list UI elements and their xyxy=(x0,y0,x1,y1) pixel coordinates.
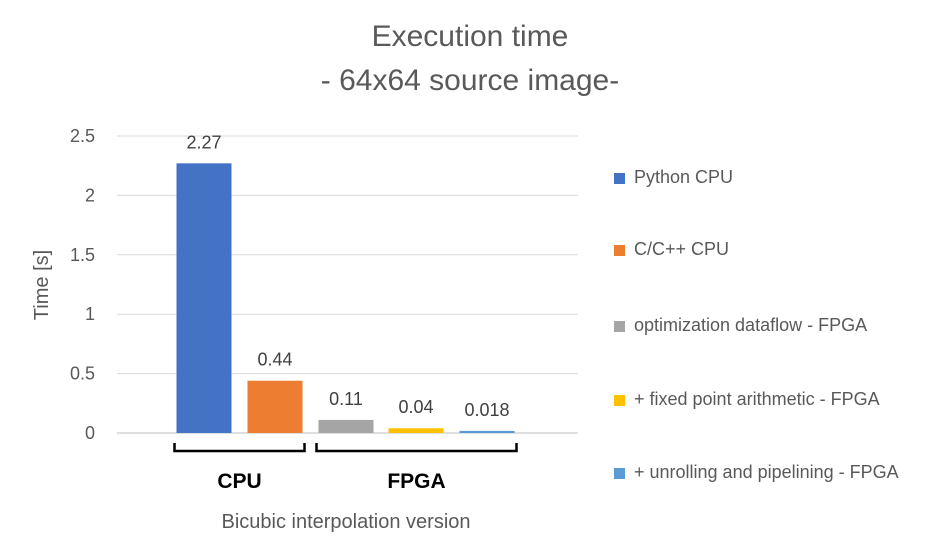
y-tick-label: 1 xyxy=(85,304,95,324)
data-label: 0.11 xyxy=(329,389,363,409)
legend-label: Python CPU xyxy=(634,167,734,187)
y-tick-label: 2.5 xyxy=(70,126,95,146)
y-tick-label: 1.5 xyxy=(70,245,95,265)
data-label: 0.018 xyxy=(464,400,509,420)
y-axis-label: Time [s] xyxy=(31,250,53,320)
bar xyxy=(176,163,232,433)
y-tick-label: 2 xyxy=(85,185,95,205)
data-label: 0.04 xyxy=(398,397,433,417)
legend-item: + unrolling and pipelining - FPGA xyxy=(614,462,904,486)
legend-swatch xyxy=(614,321,625,332)
group-bracket xyxy=(315,443,518,453)
legend-item: Python CPU xyxy=(614,167,904,191)
legend-item: + fixed point arithmetic - FPGA xyxy=(614,389,904,413)
bar xyxy=(388,428,444,433)
legend-item: C/C++ CPU xyxy=(614,239,904,263)
group-label: FPGA xyxy=(387,470,445,493)
y-tick-label: 0.5 xyxy=(70,364,95,384)
bar xyxy=(318,419,374,433)
legend-label: optimization dataflow - FPGA xyxy=(634,315,868,335)
legend-label: + unrolling and pipelining - FPGA xyxy=(634,462,899,482)
legend-swatch xyxy=(614,395,625,406)
data-label: 2.27 xyxy=(186,132,221,152)
legend-label: + fixed point arithmetic - FPGA xyxy=(634,389,880,409)
y-tick-label: 0 xyxy=(85,423,95,443)
legend-item: optimization dataflow - FPGA xyxy=(614,315,904,339)
group-label: CPU xyxy=(217,470,261,493)
legend-label: C/C++ CPU xyxy=(634,239,730,259)
data-label: 0.44 xyxy=(257,350,292,370)
x-axis-label: Bicubic interpolation version xyxy=(221,511,470,533)
group-bracket xyxy=(173,443,306,453)
bar xyxy=(247,380,303,433)
chart-title: Execution time xyxy=(371,20,569,53)
legend-swatch xyxy=(614,468,625,479)
bar xyxy=(459,430,515,433)
chart-subtitle: - 64x64 source image- xyxy=(320,64,620,97)
legend-swatch xyxy=(614,173,625,184)
legend-swatch xyxy=(614,245,625,256)
